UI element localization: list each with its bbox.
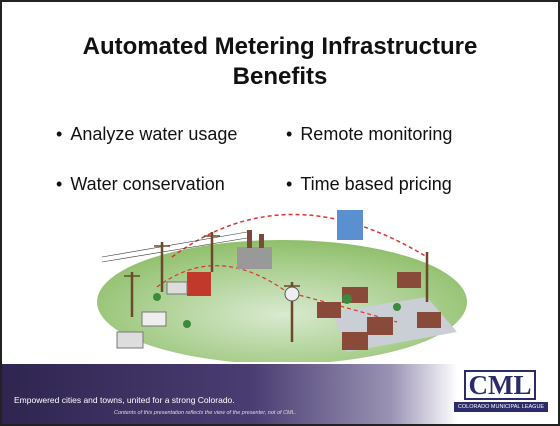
footer: Empowered cities and towns, united for a… bbox=[2, 364, 558, 424]
bullet: Water conservation bbox=[56, 174, 225, 195]
footer-disclaimer: Contents of this presentation reflects t… bbox=[114, 410, 296, 416]
bullet: Time based pricing bbox=[286, 174, 452, 195]
logo: CML COLORADO MUNICIPAL LEAGUE bbox=[454, 370, 548, 416]
bullet: Analyze water usage bbox=[56, 124, 237, 145]
ami-illustration bbox=[97, 202, 467, 362]
logo-name: CML bbox=[464, 370, 536, 400]
slide-title: Automated Metering Infrastructure Benefi… bbox=[42, 32, 518, 92]
logo-subtitle: COLORADO MUNICIPAL LEAGUE bbox=[454, 402, 548, 412]
slide: Automated Metering Infrastructure Benefi… bbox=[0, 0, 560, 426]
page: {"slide": {"title": "Automated Metering … bbox=[0, 0, 560, 426]
footer-tagline: Empowered cities and towns, united for a… bbox=[14, 395, 235, 405]
bullet: Remote monitoring bbox=[286, 124, 452, 145]
